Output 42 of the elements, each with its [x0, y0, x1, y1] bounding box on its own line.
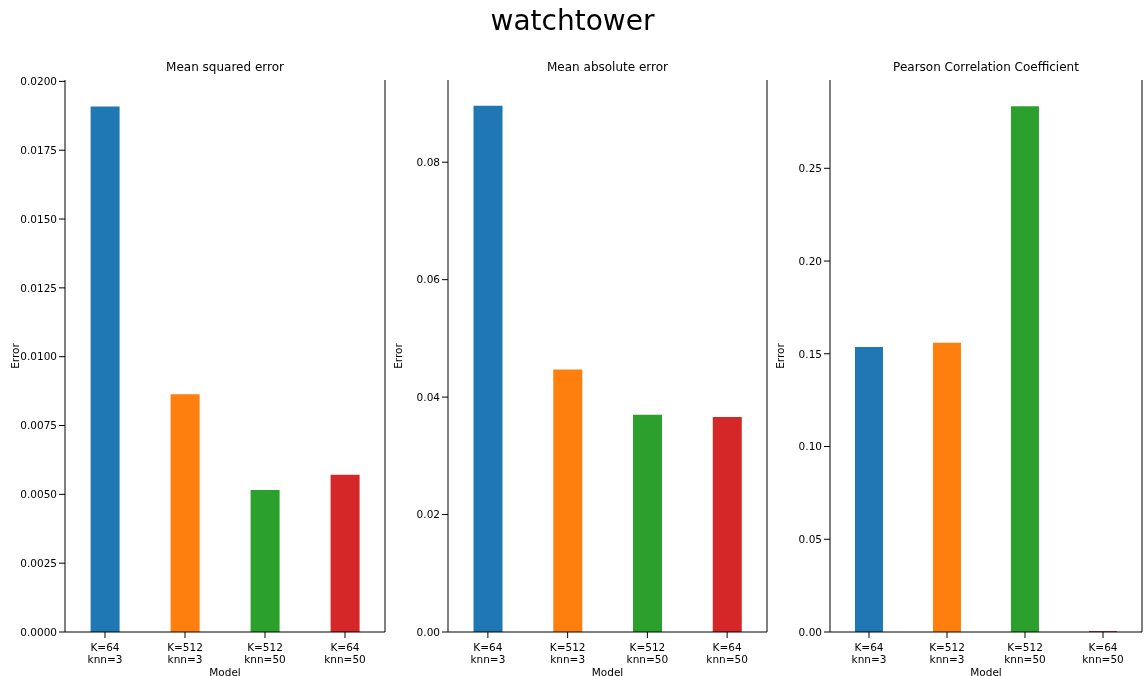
- y-tick-label: 0.0050: [20, 488, 57, 501]
- y-tick-label: 0.06: [416, 273, 441, 286]
- x-tick-label: K=64 knn=50: [324, 641, 366, 665]
- y-tick-label: 0.00: [798, 625, 822, 638]
- y-tick-label: 0.20: [798, 254, 822, 267]
- x-axis-title: Model: [209, 666, 241, 676]
- x-tick-label: K=512 knn=50: [244, 641, 286, 665]
- y-tick-label: 0.15: [798, 347, 822, 360]
- y-tick-label: 0.0025: [20, 556, 57, 569]
- x-tick-label: K=64 knn=3: [87, 641, 123, 665]
- y-tick-label: 0.10: [798, 440, 822, 453]
- y-tick-label: 0.25: [798, 162, 822, 175]
- y-tick-label: 0.0200: [20, 75, 57, 88]
- y-tick-label: 0.00: [416, 625, 440, 638]
- y-tick-label: 0.08: [416, 155, 440, 168]
- y-tick-label: 0.0100: [20, 350, 57, 363]
- y-tick-label: 0.0125: [20, 281, 57, 294]
- y-tick-label: 0.0150: [20, 212, 57, 225]
- y-axis-title: Error: [773, 342, 786, 369]
- y-tick-label: 0.0075: [20, 419, 57, 432]
- text: watchtower: [489, 4, 656, 37]
- y-tick-label: 0.04: [416, 390, 441, 403]
- x-axis-title: Model: [970, 666, 1002, 676]
- x-axis-title: Model: [591, 666, 624, 676]
- chart-title: Pearson Correlation Coefficient: [892, 60, 1080, 74]
- y-tick-label: 0.0000: [20, 625, 57, 638]
- x-tick-label: K=64 knn=3: [470, 641, 506, 665]
- chart-title: Mean squared error: [165, 60, 285, 74]
- x-tick-label: K=64 knn=50: [1082, 641, 1124, 665]
- x-tick-label: K=512 knn=50: [626, 641, 669, 665]
- x-tick-label: K=512 knn=50: [1004, 641, 1046, 665]
- y-tick-label: 0.0175: [20, 143, 57, 156]
- x-tick-label: K=64 knn=3: [851, 641, 887, 665]
- x-tick-label: K=512 knn=3: [549, 641, 586, 665]
- y-tick-label: 0.05: [798, 532, 822, 545]
- x-tick-label: K=512 knn=3: [929, 641, 965, 665]
- y-tick-label: 0.02: [416, 508, 440, 521]
- x-tick-label: K=512 knn=3: [167, 641, 203, 665]
- y-axis-title: Error: [391, 342, 404, 369]
- x-tick-label: K=64 knn=50: [706, 641, 748, 665]
- y-axis-title: Error: [8, 342, 21, 369]
- chart-title: Mean absolute error: [546, 60, 669, 74]
